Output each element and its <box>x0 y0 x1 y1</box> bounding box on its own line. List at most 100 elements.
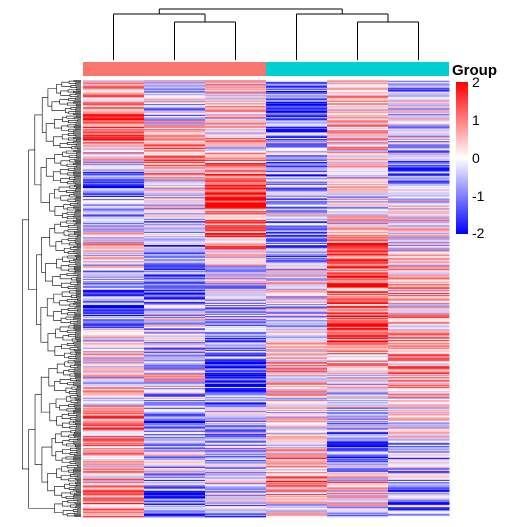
heatmap-cell <box>205 99 267 102</box>
dendrogram-branch <box>52 136 63 146</box>
heatmap-cell <box>83 149 145 152</box>
heatmap-cell <box>388 449 450 451</box>
heatmap-cell <box>327 430 389 433</box>
heatmap-cell <box>327 211 389 213</box>
heatmap-cell <box>327 421 389 424</box>
heatmap-cell <box>83 334 145 337</box>
dendrogram-branch <box>61 501 71 507</box>
heatmap-cell <box>327 224 389 226</box>
heatmap-cell <box>266 409 328 412</box>
heatmap-cell <box>83 81 145 83</box>
heatmap-cell <box>83 354 145 356</box>
heatmap-cell <box>327 323 389 326</box>
heatmap-cell <box>83 506 145 508</box>
heatmap-cell <box>388 383 450 386</box>
heatmap-cell <box>144 295 206 297</box>
heatmap-cell <box>388 300 450 303</box>
heatmap-cell <box>388 473 450 475</box>
heatmap-cell <box>205 429 267 432</box>
heatmap-cell <box>266 483 328 485</box>
heatmap-cell <box>266 415 328 417</box>
heatmap-cell <box>205 183 267 186</box>
dendrogram-branch <box>76 425 81 428</box>
heatmap-cell <box>327 411 389 413</box>
heatmap-cell <box>388 149 450 152</box>
heatmap-cell <box>388 462 450 464</box>
heatmap-cell <box>144 253 206 256</box>
heatmap-cell <box>388 374 450 377</box>
heatmap-cell <box>327 428 389 430</box>
heatmap-cell <box>388 440 450 443</box>
dendrogram-branch <box>76 248 81 251</box>
heatmap-cell <box>205 106 267 108</box>
dendrogram-branch <box>75 82 81 85</box>
heatmap-cell <box>144 504 206 507</box>
heatmap-cell <box>205 227 267 229</box>
heatmap-cell <box>266 113 328 116</box>
heatmap-cell <box>83 341 145 343</box>
heatmap-cell <box>266 197 328 200</box>
heatmap-cell <box>266 199 328 201</box>
heatmap-cell <box>205 132 267 134</box>
heatmap-cell <box>83 382 145 385</box>
heatmap-cell <box>205 182 267 185</box>
heatmap-cell <box>205 151 267 153</box>
heatmap-cell <box>83 468 145 471</box>
heatmap-cell <box>83 415 145 417</box>
dendrogram-branch <box>54 119 63 129</box>
heatmap-cell <box>205 158 267 161</box>
heatmap-cell <box>144 205 206 208</box>
dendrogram-branch <box>73 268 81 270</box>
heatmap-cell <box>83 408 145 411</box>
heatmap-cell <box>266 216 328 219</box>
heatmap-cell <box>388 274 450 276</box>
heatmap-cell <box>144 246 206 248</box>
heatmap-cell <box>266 448 328 450</box>
dendrogram-branch <box>61 414 71 419</box>
heatmap-cell <box>388 140 450 142</box>
heatmap-cell <box>144 290 206 293</box>
heatmap-cell <box>205 202 267 204</box>
dendrogram-branch <box>74 261 81 264</box>
heatmap-cell <box>144 100 206 103</box>
heatmap-cell <box>327 216 389 219</box>
heatmap-cell <box>388 101 450 104</box>
dendrogram-branch <box>73 215 81 218</box>
dendrogram-branch <box>73 471 81 474</box>
heatmap-cell <box>388 286 450 288</box>
heatmap-cell <box>144 451 206 453</box>
heatmap-cell <box>327 415 389 417</box>
heatmap-cell <box>327 437 389 439</box>
dendrogram-branch <box>75 447 81 450</box>
heatmap-cell <box>83 447 145 449</box>
heatmap-cell <box>388 211 450 213</box>
heatmap-cell <box>266 187 328 189</box>
heatmap-cell <box>327 239 389 241</box>
heatmap-cell <box>144 84 206 86</box>
heatmap-cell <box>83 85 145 87</box>
heatmap-cell <box>144 180 206 182</box>
heatmap-cell <box>266 391 328 393</box>
heatmap-cell <box>327 369 389 371</box>
heatmap-cell <box>205 378 267 380</box>
heatmap-cell <box>266 106 328 108</box>
heatmap-cell <box>205 153 267 155</box>
heatmap-cell <box>83 113 145 116</box>
heatmap-cell <box>266 362 328 365</box>
heatmap-cell <box>83 136 145 139</box>
legend-tick-label: 1 <box>472 112 480 128</box>
heatmap-cell <box>388 504 450 507</box>
dendrogram-branch <box>75 97 81 100</box>
dendrogram-branch <box>61 344 71 350</box>
heatmap-cell <box>83 184 145 187</box>
heatmap-cell <box>266 303 328 306</box>
heatmap-cell <box>266 325 328 328</box>
heatmap-cell <box>388 430 450 433</box>
heatmap-cell <box>388 456 450 459</box>
dendrogram-branch <box>75 182 81 185</box>
dendrogram-branch <box>76 504 81 506</box>
heatmap-cell <box>144 170 206 173</box>
heatmap-cell <box>83 106 145 108</box>
heatmap-cell <box>205 483 267 485</box>
